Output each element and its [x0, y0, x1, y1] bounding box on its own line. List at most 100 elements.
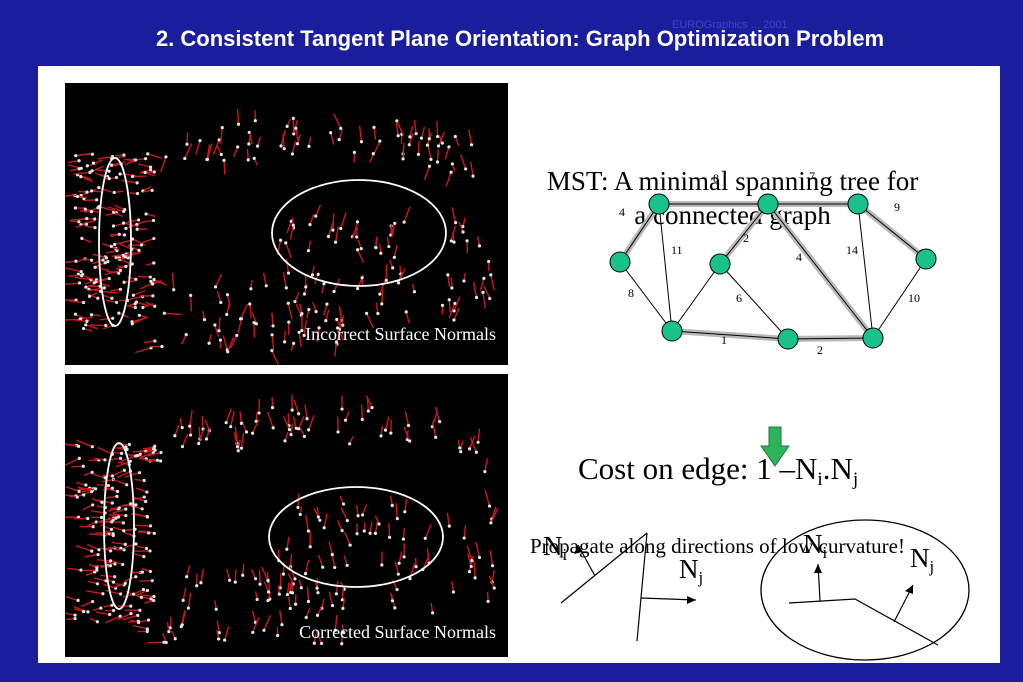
normal-vector: [225, 408, 232, 423]
surface-point: [99, 606, 103, 610]
surface-point: [395, 119, 399, 123]
surface-point: [111, 224, 116, 228]
normal-vector: [446, 512, 451, 527]
surface-point: [184, 333, 188, 337]
normal-vector: [117, 242, 133, 250]
surface-point: [368, 531, 372, 535]
normal-vector: [296, 134, 301, 144]
normal-vector: [164, 312, 182, 316]
surface-point: [412, 290, 417, 294]
surface-point: [138, 608, 142, 612]
graph-edge: [671, 263, 721, 332]
surface-point: [396, 281, 401, 285]
surface-point: [241, 573, 245, 577]
surface-point: [147, 531, 151, 535]
normal-vector: [408, 133, 414, 145]
surface-point: [285, 547, 289, 551]
normal-vector: [181, 334, 187, 345]
surface-point: [233, 580, 237, 584]
surface-point: [108, 559, 113, 563]
normal-vector: [263, 581, 270, 593]
surface-point: [93, 217, 97, 221]
surface-point: [89, 490, 94, 494]
surface-point: [401, 537, 405, 541]
normal-vector: [67, 567, 82, 571]
normal-vector: [403, 206, 411, 223]
surface-point: [316, 272, 320, 276]
surface-point: [393, 221, 397, 226]
normal-vector: [124, 472, 140, 478]
edge-weight: 2: [817, 343, 823, 357]
edge-weight: 8: [628, 286, 634, 300]
normal-vector: [112, 478, 127, 486]
surface-point: [153, 339, 157, 343]
normal-vector: [133, 289, 146, 296]
surface-point: [150, 579, 154, 583]
surface-point: [474, 450, 478, 454]
normal-vector: [479, 278, 485, 291]
surface-point: [74, 259, 78, 263]
surface-point: [148, 524, 153, 528]
surface-point: [152, 277, 156, 282]
surface-point: [128, 502, 133, 506]
surface-point: [150, 188, 154, 192]
surface-point: [296, 505, 300, 510]
normal-vector: [263, 615, 272, 631]
normal-vector: [458, 221, 464, 233]
surface-point: [84, 323, 88, 327]
surface-point: [224, 421, 228, 425]
graph-node: [915, 248, 937, 270]
surface-point: [110, 154, 115, 159]
surface-point: [135, 191, 140, 196]
surface-point: [314, 310, 318, 314]
surface-point: [236, 145, 240, 149]
normal-vector: [468, 129, 473, 145]
surface-point: [189, 293, 193, 297]
surface-point: [435, 134, 440, 139]
surface-point: [372, 125, 376, 129]
surface-line: [788, 598, 939, 646]
surface-point: [118, 172, 122, 176]
normal-vector: [237, 439, 241, 451]
normal-vector: [398, 551, 403, 564]
surface-point: [220, 126, 224, 130]
surface-point: [450, 286, 454, 290]
normal-vector: [109, 514, 119, 518]
surface-point: [123, 255, 127, 259]
normal-vector: [135, 347, 152, 354]
normal-vector: [113, 221, 130, 227]
surface-point: [454, 221, 458, 225]
surface-point: [87, 294, 92, 298]
surface-point: [79, 175, 83, 179]
normal-vector: [340, 507, 348, 521]
surface-point: [285, 592, 290, 597]
surface-point: [81, 610, 86, 614]
surface-point: [465, 239, 469, 243]
cost-sub-i: i: [817, 468, 823, 490]
highlight-ellipse: [760, 519, 970, 661]
surface-point: [134, 158, 138, 162]
surface-point: [164, 155, 168, 159]
surface-point: [73, 616, 77, 621]
surface-point: [80, 236, 84, 240]
normal-vector: [140, 451, 154, 459]
surface-point: [124, 226, 128, 231]
surface-point: [438, 420, 442, 424]
graph-node: [777, 328, 799, 350]
surface-line: [560, 532, 648, 604]
surface-point: [173, 637, 177, 641]
surface-point: [217, 329, 221, 333]
surface-point: [291, 223, 295, 227]
normal-label-j-left: Nj: [679, 554, 704, 588]
normal-vector: [437, 131, 446, 147]
surface-point: [341, 502, 346, 506]
normal-vector: [214, 273, 223, 288]
normal-vector: [65, 267, 82, 273]
normal-vector: [491, 569, 496, 583]
normal-vector: [91, 165, 104, 172]
normal-vector: [294, 291, 300, 302]
surface-point: [84, 483, 88, 487]
normal-vector: [119, 258, 132, 265]
surface-point: [389, 431, 393, 435]
surface-point: [248, 302, 252, 306]
